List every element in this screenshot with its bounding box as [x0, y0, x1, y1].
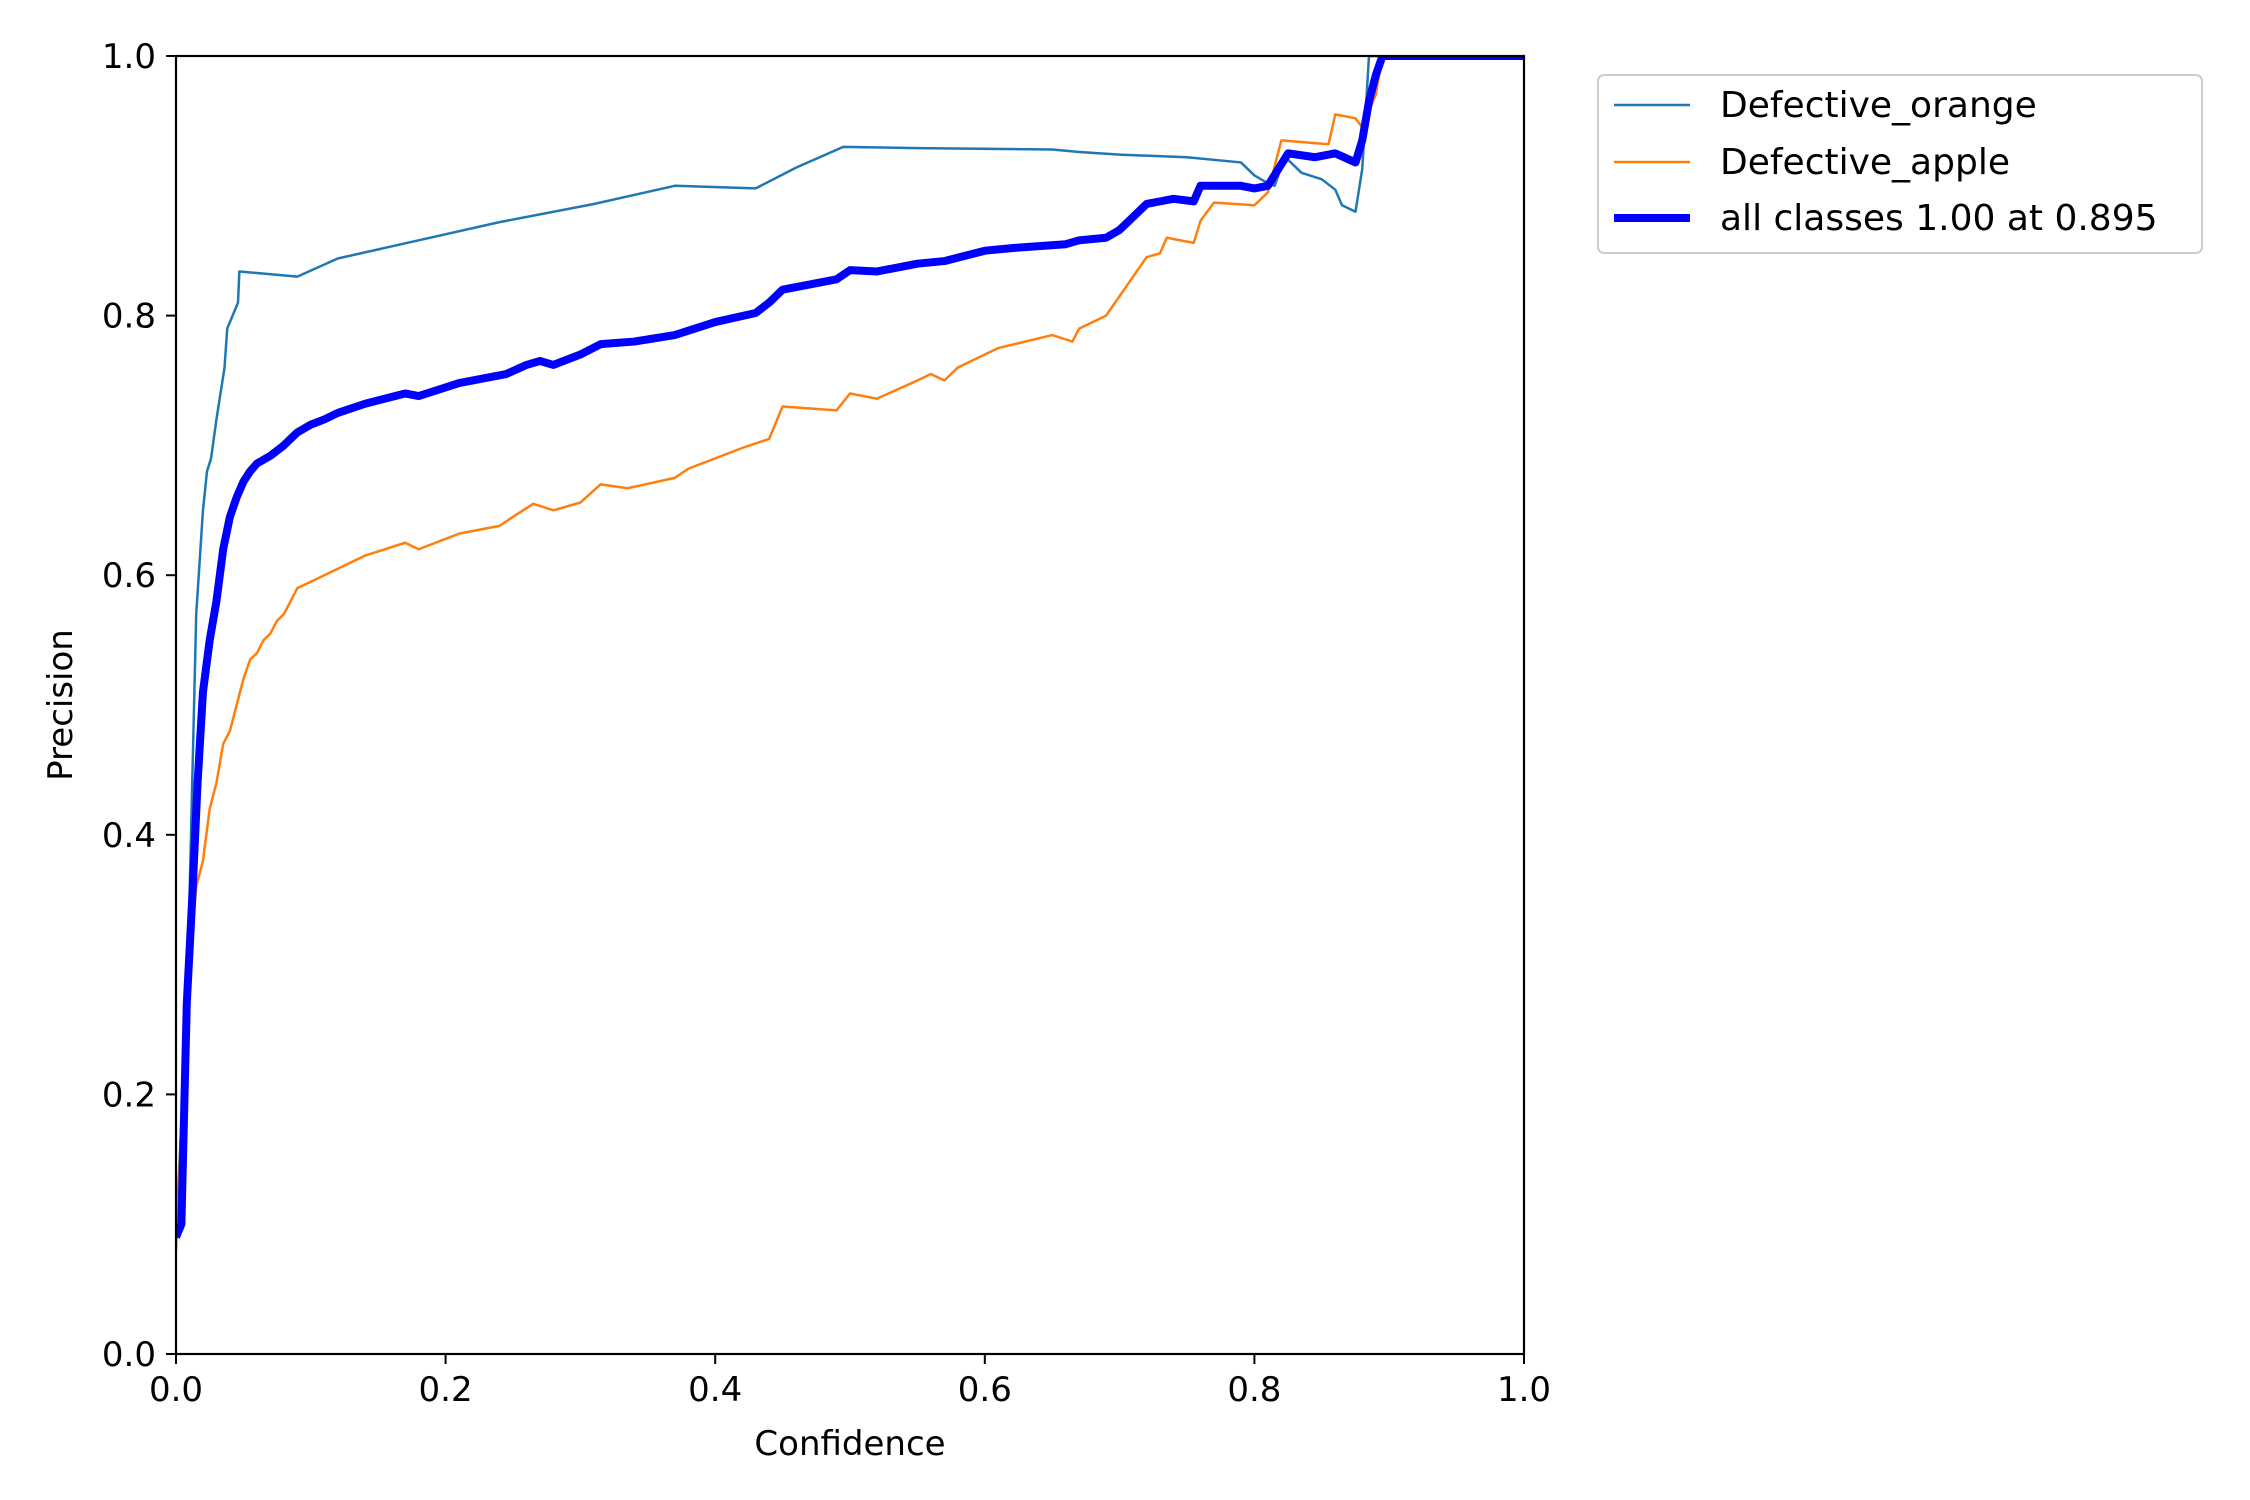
y-tick-label: 0.4 — [102, 816, 156, 856]
ticks-layer: 0.0 0.2 0.4 0.6 0.8 1.0 0.0 0.2 0.4 0.6 0.8 1.0 — [102, 37, 1551, 1410]
x-tick-label: 0.0 — [149, 1370, 203, 1410]
series-line-defective-apple — [176, 56, 1524, 1251]
x-tick-label: 0.2 — [419, 1370, 473, 1410]
series-line-all-classes-1-00-at-0-895 — [176, 56, 1524, 1239]
legend-box — [1597, 74, 2203, 254]
series-line-defective-orange — [176, 56, 1524, 1238]
x-tick-label: 1.0 — [1497, 1370, 1551, 1410]
x-tick-label: 0.8 — [1227, 1370, 1281, 1410]
y-tick-label: 0.0 — [102, 1335, 156, 1375]
y-axis-label: Precision — [41, 629, 81, 781]
legend-label-defective-orange: Defective_orange — [1720, 85, 2037, 126]
y-tick-label: 1.0 — [102, 37, 156, 77]
y-tick-label: 0.8 — [102, 297, 156, 337]
series-layer — [176, 56, 1524, 1251]
legend-label-defective-apple: Defective_apple — [1720, 142, 2010, 183]
y-tick-label: 0.2 — [102, 1075, 156, 1115]
legend: Defective_orange Defective_apple all cla… — [1597, 74, 2203, 254]
x-tick-label: 0.6 — [958, 1370, 1012, 1410]
x-axis-label: Confidence — [754, 1424, 945, 1464]
y-tick-label: 0.6 — [102, 556, 156, 596]
legend-label-all-classes: all classes 1.00 at 0.895 — [1720, 198, 2158, 239]
plot-frame — [174, 54, 1526, 1356]
x-tick-label: 0.4 — [688, 1370, 742, 1410]
